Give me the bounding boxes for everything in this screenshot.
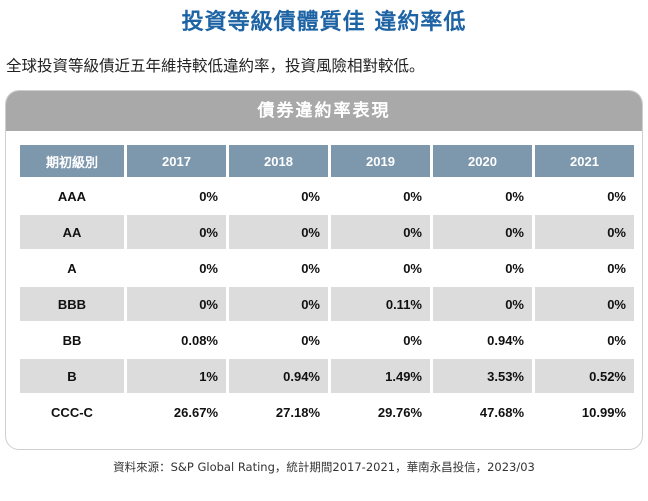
rate-cell: 0.11% bbox=[331, 287, 430, 321]
rate-cell: 0% bbox=[127, 251, 226, 285]
rate-cell: 0% bbox=[433, 287, 532, 321]
rate-cell: 0% bbox=[535, 179, 634, 213]
table-row: BBB 0% 0% 0.11% 0% 0% bbox=[20, 287, 634, 321]
grade-label: A bbox=[20, 251, 124, 285]
rate-cell: 0% bbox=[535, 287, 634, 321]
header-year: 2021 bbox=[535, 145, 634, 177]
header-year: 2020 bbox=[433, 145, 532, 177]
grade-label: AA bbox=[20, 215, 124, 249]
rate-cell: 0.08% bbox=[127, 323, 226, 357]
card-header: 債券違約率表現 bbox=[6, 91, 642, 131]
page-subtitle: 全球投資等級債近五年維持較低違約率，投資風險相對較低。 bbox=[6, 57, 425, 75]
grade-label: BBB bbox=[20, 287, 124, 321]
rate-cell: 0% bbox=[229, 287, 328, 321]
page-title: 投資等級債體質佳 違約率低 bbox=[181, 10, 467, 35]
rate-cell: 1% bbox=[127, 359, 226, 393]
rate-cell: 3.53% bbox=[433, 359, 532, 393]
rate-cell: 0% bbox=[433, 215, 532, 249]
rate-cell: 0% bbox=[127, 287, 226, 321]
table-header-row: 期初級別 2017 2018 2019 2020 2021 bbox=[20, 145, 634, 177]
rate-cell: 0% bbox=[127, 215, 226, 249]
rate-cell: 0% bbox=[331, 251, 430, 285]
rate-cell: 10.99% bbox=[535, 395, 634, 429]
rate-cell: 0% bbox=[331, 215, 430, 249]
rate-cell: 0% bbox=[229, 323, 328, 357]
rate-cell: 27.18% bbox=[229, 395, 328, 429]
default-rate-table: 期初級別 2017 2018 2019 2020 2021 AAA 0% 0% … bbox=[17, 143, 637, 431]
rate-cell: 26.67% bbox=[127, 395, 226, 429]
grade-label: CCC-C bbox=[20, 395, 124, 429]
grade-label: AAA bbox=[20, 179, 124, 213]
rate-cell: 0% bbox=[331, 323, 430, 357]
rate-cell: 0% bbox=[433, 179, 532, 213]
source-footnote: 資料來源：S&P Global Rating，統計期間2017-2021，華南永… bbox=[113, 460, 535, 474]
rate-cell: 0% bbox=[127, 179, 226, 213]
rate-cell: 0% bbox=[229, 179, 328, 213]
rate-cell: 0% bbox=[229, 215, 328, 249]
rate-cell: 0% bbox=[433, 251, 532, 285]
rate-cell: 0% bbox=[229, 251, 328, 285]
table-row: AA 0% 0% 0% 0% 0% bbox=[20, 215, 634, 249]
table-row: BB 0.08% 0% 0% 0.94% 0% bbox=[20, 323, 634, 357]
rate-cell: 0% bbox=[535, 323, 634, 357]
rate-cell: 0.94% bbox=[229, 359, 328, 393]
grade-label: BB bbox=[20, 323, 124, 357]
table-row: CCC-C 26.67% 27.18% 29.76% 47.68% 10.99% bbox=[20, 395, 634, 429]
header-year: 2019 bbox=[331, 145, 430, 177]
rate-cell: 0.52% bbox=[535, 359, 634, 393]
header-year: 2018 bbox=[229, 145, 328, 177]
rate-cell: 29.76% bbox=[331, 395, 430, 429]
table-row: AAA 0% 0% 0% 0% 0% bbox=[20, 179, 634, 213]
table-row: B 1% 0.94% 1.49% 3.53% 0.52% bbox=[20, 359, 634, 393]
rate-cell: 47.68% bbox=[433, 395, 532, 429]
rate-cell: 0.94% bbox=[433, 323, 532, 357]
header-year: 2017 bbox=[127, 145, 226, 177]
rate-cell: 0% bbox=[535, 215, 634, 249]
header-grade: 期初級別 bbox=[20, 145, 124, 177]
grade-label: B bbox=[20, 359, 124, 393]
default-rate-card: 債券違約率表現 期初級別 2017 2018 2019 2020 2021 AA… bbox=[5, 90, 643, 450]
table-row: A 0% 0% 0% 0% 0% bbox=[20, 251, 634, 285]
rate-cell: 1.49% bbox=[331, 359, 430, 393]
rate-cell: 0% bbox=[331, 179, 430, 213]
rate-cell: 0% bbox=[535, 251, 634, 285]
